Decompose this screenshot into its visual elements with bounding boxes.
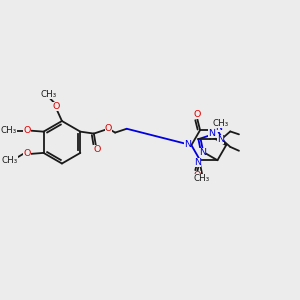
Text: O: O [105, 124, 112, 133]
Text: CH₃: CH₃ [194, 174, 210, 183]
Text: O: O [23, 149, 31, 158]
Text: N: N [217, 135, 224, 144]
Text: O: O [93, 145, 100, 154]
Text: O: O [194, 171, 201, 180]
Text: CH₃: CH₃ [1, 126, 17, 135]
Text: N: N [194, 158, 201, 167]
Text: N: N [199, 148, 206, 157]
Text: O: O [52, 102, 60, 111]
Text: O: O [194, 110, 201, 119]
Text: N: N [184, 140, 191, 149]
Text: O: O [23, 126, 31, 135]
Text: CH₃: CH₃ [40, 90, 56, 99]
Text: CH₃: CH₃ [213, 119, 229, 128]
Text: N: N [215, 123, 222, 132]
Text: N: N [208, 129, 215, 138]
Text: CH₃: CH₃ [2, 156, 18, 165]
